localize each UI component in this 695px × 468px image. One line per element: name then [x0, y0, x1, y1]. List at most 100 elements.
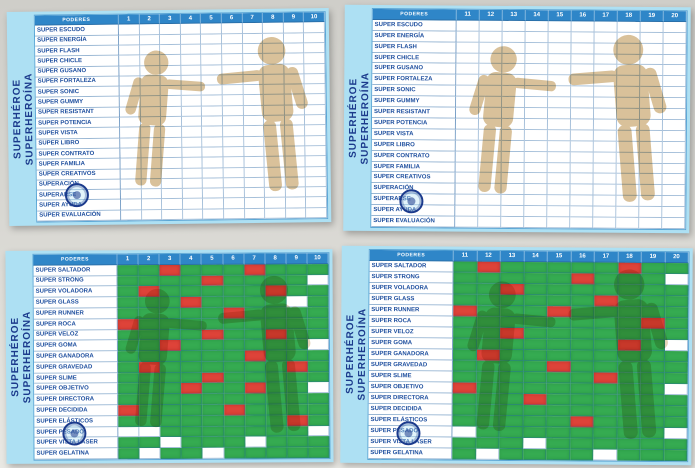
- grid-cell: [524, 173, 548, 185]
- grid-cell: [456, 96, 480, 108]
- grid-cell: [639, 185, 663, 197]
- grid-cell: [546, 449, 570, 461]
- grid-cell: [181, 65, 202, 76]
- grid-cell: [523, 361, 547, 373]
- grid-cell: [571, 21, 595, 33]
- grid-cell: [569, 449, 594, 461]
- grid-cell: [476, 371, 500, 383]
- grid-cell: [570, 130, 594, 142]
- col-header: 11: [456, 9, 480, 21]
- grid-cell: [616, 119, 640, 131]
- title-line: SUPERHÉROE: [11, 78, 23, 159]
- grid-cell: [453, 294, 477, 306]
- col-header: 11: [453, 250, 478, 262]
- grid-cell: [594, 75, 618, 87]
- grid-cell: [244, 382, 266, 394]
- grid-cell: [453, 272, 478, 284]
- grid-cell: [663, 428, 688, 440]
- grid-cell: [244, 404, 266, 416]
- grid-cell: [663, 65, 687, 77]
- grid-cell: [452, 360, 477, 372]
- grid-cell: [141, 178, 163, 190]
- row-label: SUPER RUNNER: [33, 308, 118, 320]
- grid-cell: [662, 196, 686, 208]
- grid-cell: [223, 329, 245, 341]
- grid-cell: [162, 209, 184, 221]
- grid-cell: [640, 449, 664, 462]
- grid-cell: [244, 318, 266, 330]
- grid-cell: [452, 404, 477, 416]
- grid-cell: [223, 361, 245, 373]
- grid-cell: [223, 350, 245, 362]
- grid-cell: [570, 184, 594, 196]
- poster-bottom-left: SUPERHÉROE SUPERHEROÍNA PODERES 1 2 3 4 5 6 7 8 9…: [5, 249, 334, 464]
- row-label: SUPER GUMMY: [372, 96, 457, 108]
- grid-cell: [594, 65, 618, 77]
- grid-cell: [242, 23, 264, 34]
- row-label: SUPER ROCA: [33, 319, 118, 331]
- grid-cell: [285, 197, 307, 209]
- grid-cell: [570, 284, 595, 296]
- grid-cell: [118, 426, 140, 438]
- grid-cell: [501, 140, 525, 152]
- grid-cell: [594, 43, 618, 55]
- grid-cell: [182, 137, 203, 148]
- grid-cell: [118, 415, 140, 427]
- grid-cell: [524, 151, 548, 163]
- grid-cell: [139, 34, 161, 46]
- grid-cell: [139, 361, 161, 373]
- grid-cell: [618, 262, 642, 274]
- grid-cell: [593, 416, 618, 428]
- grid-cell: [477, 272, 501, 284]
- grid-cell: [594, 284, 618, 296]
- grid-cell: [244, 275, 266, 286]
- col-header: 17: [594, 10, 618, 22]
- grid-cell: [594, 295, 618, 307]
- grid-cell: [201, 54, 223, 66]
- grid-cell: [523, 405, 547, 417]
- grid-cell: [222, 64, 244, 76]
- vertical-title: SUPERHÉROE SUPERHEROÍNA: [346, 8, 372, 228]
- grid-cell: [524, 262, 548, 274]
- grid-cell: [593, 195, 617, 207]
- grid-cell: [203, 209, 225, 220]
- grid-cell: [201, 264, 224, 276]
- grid-cell: [117, 308, 139, 320]
- grid-cell: [665, 263, 689, 275]
- grid-cell: [547, 130, 571, 142]
- grid-cell: [522, 438, 547, 450]
- grid-cell: [478, 205, 502, 217]
- grid-cell: [181, 361, 203, 373]
- col-header: 13: [500, 250, 525, 263]
- grid-cell: [499, 404, 524, 417]
- grid-cell: [616, 217, 640, 229]
- grid-cell: [570, 141, 594, 153]
- grid-cell: [202, 415, 224, 427]
- grid-cell: [264, 125, 286, 137]
- grid-cell: [548, 32, 572, 44]
- grid-cell: [640, 54, 664, 66]
- grid-cell: [308, 447, 330, 459]
- grid-cell: [139, 55, 161, 66]
- grid-cell: [546, 438, 570, 450]
- grid-cell: [306, 166, 327, 178]
- grid-cell: [593, 141, 617, 153]
- grid-cell: [501, 206, 525, 218]
- grid-cell: [640, 87, 664, 99]
- grid-cell: [593, 130, 617, 142]
- grid-cell: [639, 217, 663, 230]
- grid-cell: [617, 405, 641, 417]
- grid-cell: [181, 75, 203, 86]
- grid-cell: [182, 188, 204, 200]
- grid-cell: [476, 404, 500, 416]
- row-label: SUPER GELATINA: [368, 447, 453, 460]
- grid-cell: [477, 261, 501, 273]
- grid-cell: [307, 328, 329, 340]
- score-table-area: PODERES 11 12 13 14 15 16 17 18 19 20 SUPER ESCUDO S…: [370, 7, 688, 231]
- grid-cell: [452, 437, 476, 449]
- grid-cell: [181, 54, 202, 66]
- grid-cell: [639, 207, 663, 219]
- grid-cell: [476, 338, 501, 350]
- grid-cell: [243, 146, 265, 158]
- grid-cell: [119, 55, 140, 67]
